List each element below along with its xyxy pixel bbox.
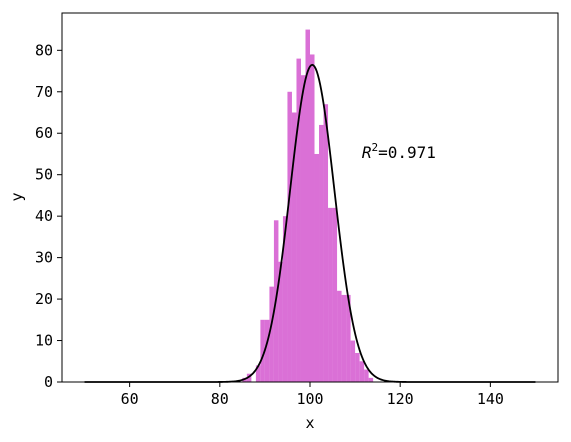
histogram-bar [296,58,301,383]
y-tick-label: 70 [35,83,53,101]
x-axis-label: x [305,414,314,432]
histogram-bar [291,112,297,382]
y-tick-label: 30 [35,249,53,267]
histogram-bar [359,361,365,382]
histogram-bar [323,104,329,383]
y-tick-label: 60 [35,124,53,142]
y-axis-label: y [8,192,26,201]
x-tick-label: 80 [211,390,229,408]
histogram-bar [246,373,252,382]
y-tick-label: 80 [35,41,53,59]
histogram-bar [255,365,261,382]
histogram-bar [341,294,347,382]
x-tick-label: 100 [296,390,323,408]
histogram-bar [310,54,315,383]
histogram-bar [278,261,283,382]
histogram-bar [305,29,310,383]
r-squared-value: =0.971 [378,143,436,162]
y-axis-ticks: 0 10 20 30 40 50 60 70 80 [35,41,62,391]
histogram-bar [368,377,374,382]
r-squared-annotation: R2=0.971 [362,141,436,162]
x-axis-ticks: 60 80 100 120 140 [121,382,504,408]
histogram-bar [332,207,338,382]
r-squared-exponent: 2 [371,141,378,154]
r-squared-symbol: R [362,143,372,162]
x-tick-label: 120 [387,390,414,408]
histogram-bar [355,352,360,382]
histogram-bar [269,286,274,382]
y-tick-label: 0 [44,373,53,391]
x-tick-label: 140 [477,390,504,408]
histogram-bar [350,340,356,382]
histogram-bar [328,207,333,382]
histogram-bar [300,75,306,382]
histogram-bar [264,319,270,382]
y-tick-label: 50 [35,166,53,184]
histogram-bar [314,153,320,382]
y-tick-label: 10 [35,332,53,350]
histogram-bar [260,319,265,382]
histogram-bar [282,216,288,382]
x-tick-label: 60 [121,390,139,408]
histogram-bar [319,124,324,382]
y-tick-label: 40 [35,207,53,225]
histogram-bar [287,91,292,382]
y-tick-label: 20 [35,290,53,308]
histogram-bar [364,369,369,382]
histogram-bar [337,290,342,382]
histogram-bar [346,294,351,382]
